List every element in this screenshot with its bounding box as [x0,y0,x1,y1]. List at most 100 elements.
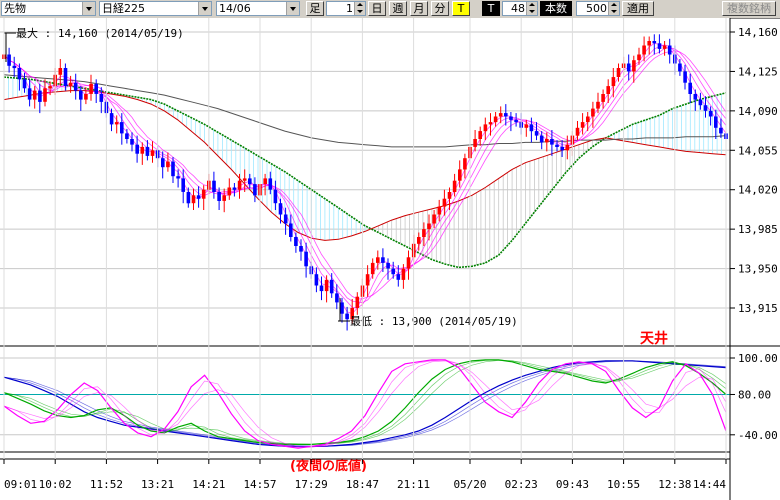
period-minute-button[interactable]: 分 [431,1,449,16]
candle-body [253,184,257,196]
symbol-select[interactable]: 日経225 [99,1,212,16]
price-tick-label: 14,160 [738,26,778,39]
candle-body [370,262,375,275]
candle-body [166,161,170,168]
candle-body [708,110,713,117]
candle-body [432,214,436,224]
time-tick-label: 09:43 [556,478,589,491]
oscillator-grid [0,357,730,453]
candle-body [678,63,682,72]
top-annotation: 天井 [640,330,668,347]
candle-body [560,146,564,151]
candle-body [642,45,646,55]
period-value: 1 [346,2,353,15]
candle-body [38,90,42,102]
contract-month-select[interactable]: 14/06 [216,1,300,16]
candle-body [17,68,22,80]
spinner-arrows-icon[interactable] [608,2,619,15]
candle-body [84,94,88,100]
candle-body [212,180,216,192]
spinner-arrows-icon[interactable] [354,2,365,15]
chevron-down-icon[interactable] [198,2,211,15]
multi-symbol-button[interactable]: 複数銘柄 [722,1,776,16]
price-tick-label: 13,950 [738,263,778,276]
time-tick-label: 02:23 [505,478,538,491]
instrument-type-value: 先物 [4,2,26,15]
candlestick-series [2,34,728,331]
time-tick-label: 13:21 [141,478,174,491]
candle-body [324,279,329,292]
candle-body [355,296,360,308]
candle-body [201,189,206,199]
tick-mode-button[interactable]: T [482,1,500,16]
candle-body [422,229,426,237]
candle-body [580,122,585,128]
display-count-spinner[interactable]: 500 [576,1,620,16]
candle-body [458,169,462,181]
price-tick-label: 13,985 [738,223,778,236]
oscillator-smooth-line [3,360,727,447]
period-spinner[interactable]: 1 [326,1,366,16]
candle-body [452,180,457,192]
time-axis: 09:01 10:02 11:52 13:21 14:21 14:57 17:29 18:47… [3,18,727,491]
price-axis: 14,160 14,125 14,090 14,055 14,020 13,985 13,9… [730,26,778,315]
candle-body [232,187,237,190]
candle-body [488,122,493,125]
candle-body [135,144,139,154]
fan-line [3,44,727,309]
candle-body [406,257,411,269]
candle-body [391,268,395,275]
period-month-button[interactable]: 月 [410,1,428,16]
candle-body [514,119,518,123]
period-day-button[interactable]: 日 [368,1,386,16]
oscillator-line [3,360,727,447]
candle-body [463,158,467,170]
candle-body [688,82,692,94]
time-tick-label: 09:01 [4,478,37,491]
candle-body [509,116,513,120]
candle-body [545,139,549,143]
price-tick-label: 14,125 [738,65,778,78]
candle-body [350,308,354,320]
period-week-button[interactable]: 週 [389,1,407,16]
count-spinner[interactable]: 48 [502,1,538,16]
candle-body [652,41,657,44]
chevron-down-icon[interactable] [82,2,95,15]
candle-body [22,79,27,89]
candle-body [94,83,98,94]
apply-button[interactable]: 適用 [622,1,654,16]
min-annotation: 最低 : 13,900 (2014/05/19) [338,298,518,328]
candle-body [314,274,319,286]
fan-line [3,47,727,304]
candle-body [268,178,273,190]
moving-average-lines [3,42,727,315]
candle-body [191,195,196,204]
candle-body [611,77,616,87]
oscillator-smooth-line [3,359,727,445]
candle-body [196,195,201,199]
candle-body [73,82,78,91]
moving-average-line [3,74,727,148]
oscillator-panel-background [0,347,730,459]
candle-body [48,86,52,89]
bar-type-button[interactable]: 足 [306,1,324,16]
candle-body [222,195,226,201]
candle-body [79,90,83,100]
candle-body [606,86,610,94]
candle-body [283,214,288,224]
candle-body [176,176,180,179]
time-tick-label: 11:52 [90,478,123,491]
chevron-down-icon[interactable] [286,2,299,15]
display-count-value: 500 [586,2,607,15]
candle-body [294,237,298,246]
price-tick-label: 13,915 [738,302,778,315]
period-tick-button[interactable]: T [452,1,470,16]
candle-body [335,293,339,303]
candle-body [109,113,114,125]
spinner-arrows-icon[interactable] [526,2,537,15]
bar-count-button[interactable]: 本数 [540,1,572,16]
time-tick-label: 17:29 [295,478,328,491]
candle-body [447,192,452,199]
instrument-type-select[interactable]: 先物 [1,1,96,16]
oscillator-smooth-line [3,360,727,445]
